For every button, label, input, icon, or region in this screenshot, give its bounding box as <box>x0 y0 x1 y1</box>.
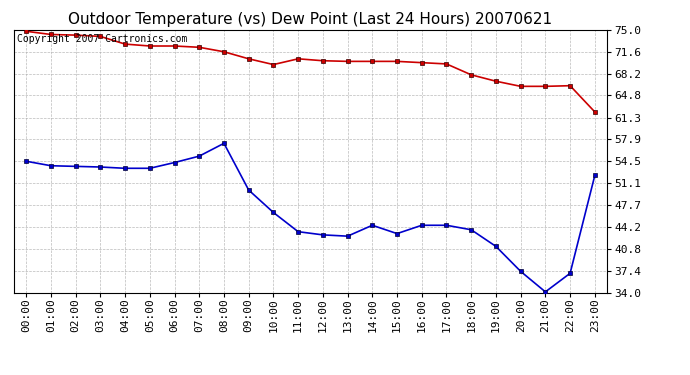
Text: Copyright 2007 Cartronics.com: Copyright 2007 Cartronics.com <box>17 34 187 44</box>
Title: Outdoor Temperature (vs) Dew Point (Last 24 Hours) 20070621: Outdoor Temperature (vs) Dew Point (Last… <box>68 12 553 27</box>
